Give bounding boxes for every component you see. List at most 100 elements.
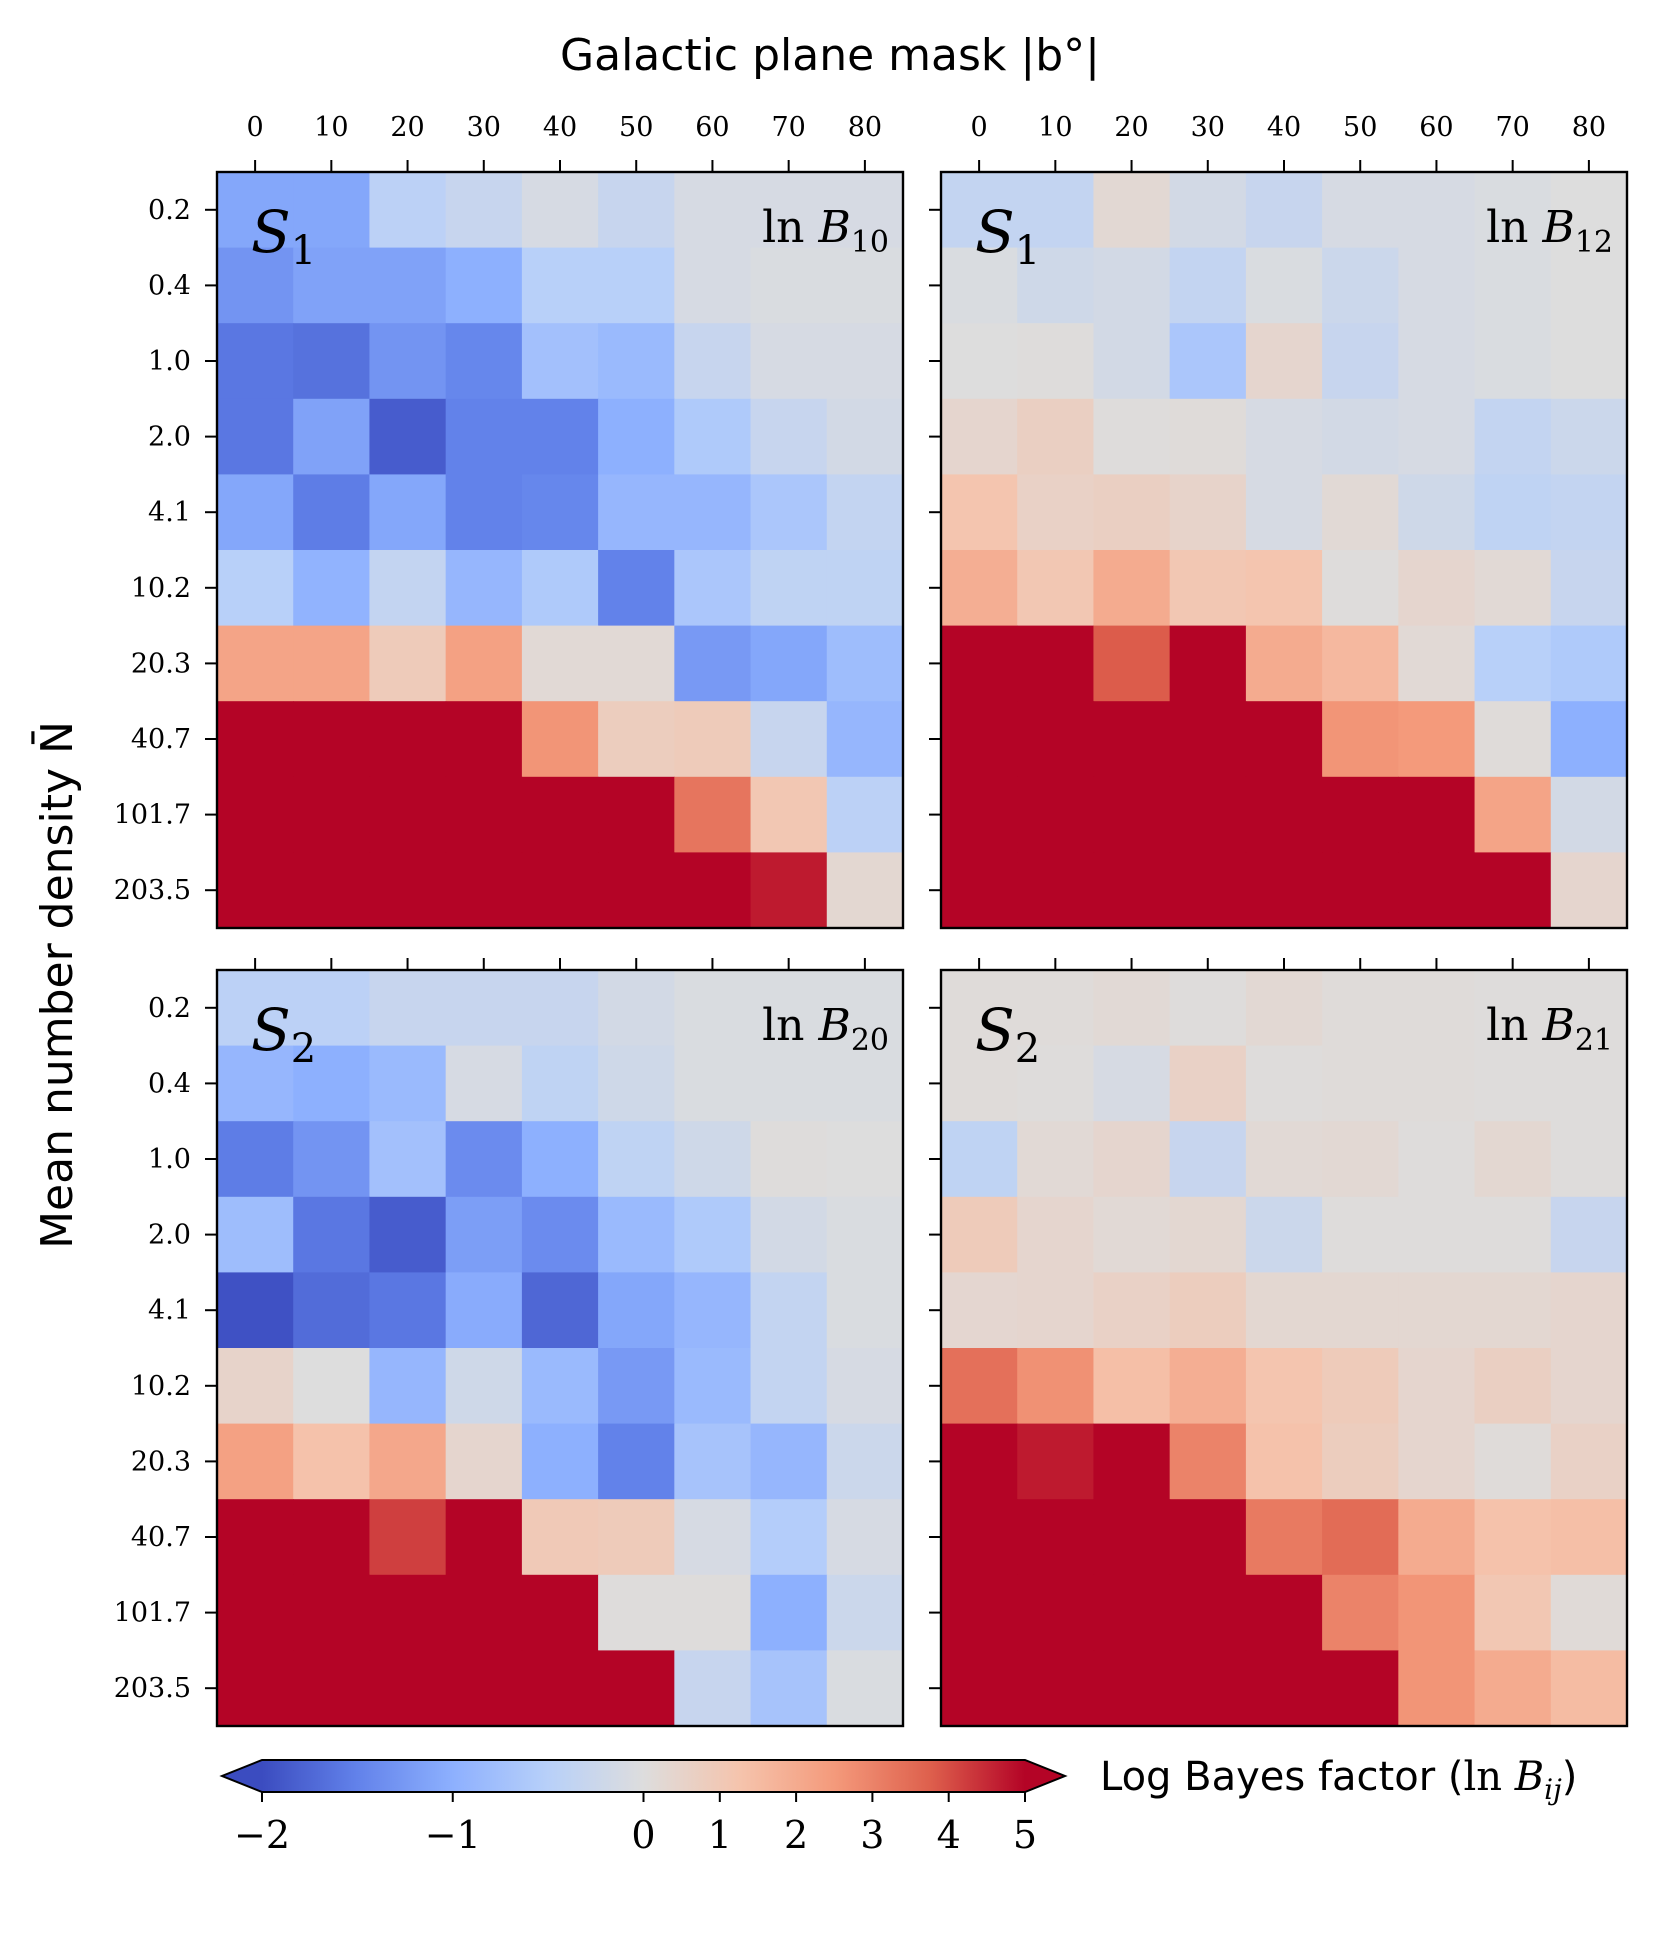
heatmap-cell: [293, 247, 371, 324]
heatmap-cell: [1474, 1423, 1552, 1500]
heatmap-cell: [750, 550, 828, 627]
heatmap-cell: [1093, 323, 1171, 400]
y-tick-label: 20.3: [131, 1446, 191, 1477]
heatmap-cell: [1474, 323, 1552, 400]
heatmap-cell: [1322, 1348, 1399, 1425]
heatmap-cell: [1245, 776, 1323, 853]
panel-bottom-right: S2 ln B21: [929, 958, 1629, 1728]
heatmap-cell: [1322, 852, 1399, 929]
panel-top-right: 0 10 20 30 40 50 60 70 80 S1 ln B12: [929, 112, 1629, 930]
colorbar-tick-label: 1: [708, 1813, 732, 1857]
heatmap-cell: [217, 1045, 294, 1122]
heatmap-cell: [674, 852, 752, 929]
heatmap-cell: [598, 1196, 675, 1273]
heatmap-cell: [293, 1121, 371, 1198]
heatmap-cell: [1322, 1423, 1399, 1500]
heatmap-cell: [445, 1423, 523, 1500]
heatmap-cell: [941, 1121, 1018, 1198]
heatmap-cell: [1245, 474, 1323, 551]
heatmap-cell: [369, 323, 447, 400]
heatmap-cell: [1322, 970, 1399, 1047]
heatmap-cell: [598, 625, 675, 702]
heatmap-cell: [941, 852, 1018, 929]
heatmap-cell: [1169, 1423, 1247, 1500]
heatmap-cell: [521, 1499, 599, 1576]
heatmap-cell: [674, 1045, 752, 1122]
heatmap-cell: [598, 474, 675, 551]
heatmap-cell: [1550, 776, 1628, 853]
heatmap-cell: [1474, 1196, 1552, 1273]
heatmap-cell: [217, 323, 294, 400]
panel-stat-label: ln B21: [1486, 1000, 1613, 1058]
x-tick-label: 50: [1343, 112, 1377, 143]
heatmap-cell: [598, 1348, 675, 1425]
heatmap-cell: [369, 1423, 447, 1500]
y-tick-label: 203.5: [114, 875, 191, 906]
heatmap-cell: [445, 398, 523, 475]
heatmap-cell: [750, 970, 828, 1047]
heatmap-cell: [750, 247, 828, 324]
y-tick-label: 0.2: [148, 993, 191, 1024]
heatmap-cell: [445, 776, 523, 853]
heatmap-cell: [445, 172, 523, 249]
y-tick-label: 40.7: [131, 724, 191, 755]
heatmap-cell: [521, 1348, 599, 1425]
y-tick-label: 101.7: [114, 1598, 191, 1629]
heatmap-cell: [217, 1650, 294, 1727]
heatmap-cell: [750, 474, 828, 551]
heatmap-cell: [826, 1121, 904, 1198]
heatmap-cell: [1322, 1121, 1399, 1198]
x-tick-label: 60: [1419, 112, 1453, 143]
heatmap-cell: [521, 474, 599, 551]
heatmap-cell: [750, 323, 828, 400]
heatmap-cell: [445, 247, 523, 324]
heatmap-cell: [1017, 970, 1095, 1047]
heatmap-cell: [826, 323, 904, 400]
heatmap-cell: [1245, 1348, 1323, 1425]
y-axis-title: Mean number density N̄: [30, 721, 83, 1249]
panel-stat-label: ln B20: [762, 1000, 889, 1058]
heatmap-cell: [1245, 970, 1323, 1047]
heatmap-cell: [293, 701, 371, 778]
heatmap-panels: 0 10 20 30 40 50 60 70 80 0.2 0.4 1.0 2.0 4.1 10.2 20.3…: [114, 112, 1629, 1728]
heatmap-cell: [445, 1650, 523, 1727]
colorbar: −2 −1 0 1 2 3 4 5 Log Bayes factor (ln Bij): [219, 1754, 1577, 1857]
heatmap-cell: [1398, 1272, 1476, 1349]
heatmap-cell: [521, 1196, 599, 1273]
heatmap-cell: [750, 172, 828, 249]
heatmap-cell: [1322, 323, 1399, 400]
x-tick-label: 70: [1495, 112, 1529, 143]
heatmap-cell: [750, 1574, 828, 1651]
heatmap-cell: [750, 1196, 828, 1273]
heatmap-cell: [1398, 550, 1476, 627]
heatmap-cell: [1550, 550, 1628, 627]
heatmap-cell: [369, 970, 447, 1047]
heatmap-cell: [521, 1650, 599, 1727]
heatmap-cell: [1245, 172, 1323, 249]
heatmap-cell: [1398, 172, 1476, 249]
heatmap-cell: [1093, 1196, 1171, 1273]
heatmap-cell: [1245, 1423, 1323, 1500]
heatmap-cell: [1093, 776, 1171, 853]
heatmap-cell: [445, 323, 523, 400]
heatmap-cell: [293, 970, 371, 1047]
x-tick-label: 60: [695, 112, 729, 143]
heatmap-cell: [293, 1348, 371, 1425]
x-tick-label: 20: [1114, 112, 1148, 143]
heatmap-cell: [1017, 172, 1095, 249]
panel-sample-label: S1: [251, 198, 316, 274]
heatmap-cell: [598, 970, 675, 1047]
heatmap-cell: [293, 550, 371, 627]
heatmap-cell: [1398, 776, 1476, 853]
heatmap-cell: [369, 474, 447, 551]
y-tick-label: 0.4: [148, 1068, 191, 1099]
heatmap-cell: [445, 625, 523, 702]
heatmap-cell: [1093, 1348, 1171, 1425]
heatmap-cell: [369, 172, 447, 249]
heatmap-cell: [293, 323, 371, 400]
heatmap-cell: [217, 1348, 294, 1425]
heatmap-cell: [217, 550, 294, 627]
heatmap-cell: [826, 550, 904, 627]
heatmap-cell: [217, 474, 294, 551]
